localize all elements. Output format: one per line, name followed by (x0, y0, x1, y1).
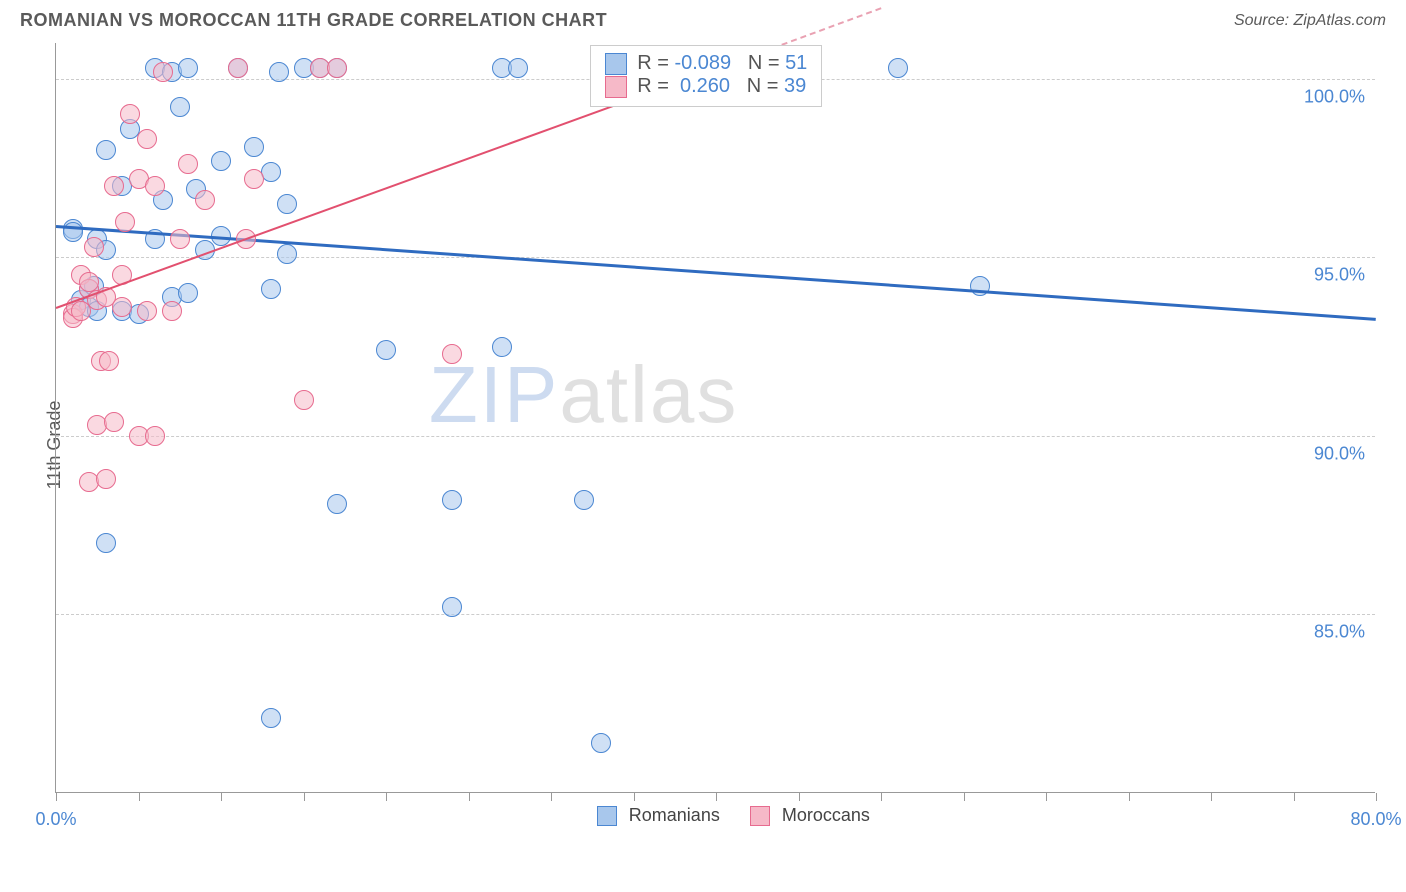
x-tick (304, 793, 305, 801)
scatter-point (153, 62, 173, 82)
chart-title: ROMANIAN VS MOROCCAN 11TH GRADE CORRELAT… (20, 10, 607, 31)
stats-legend: R = -0.089 N = 51R = 0.260 N = 39 (590, 45, 822, 107)
scatter-point (261, 708, 281, 728)
x-tick (964, 793, 965, 801)
scatter-point (442, 344, 462, 364)
scatter-point (508, 58, 528, 78)
legend-swatch (605, 53, 627, 75)
scatter-point (104, 176, 124, 196)
watermark: ZIPatlas (429, 349, 738, 441)
x-tick (221, 793, 222, 801)
x-tick (881, 793, 882, 801)
gridline (56, 436, 1375, 437)
x-tick (386, 793, 387, 801)
y-tick-label: 100.0% (1304, 86, 1365, 107)
scatter-point (327, 494, 347, 514)
scatter-point (888, 58, 908, 78)
y-tick-label: 90.0% (1314, 443, 1365, 464)
x-tick-label: 0.0% (35, 809, 76, 830)
scatter-point (376, 340, 396, 360)
scatter-point (96, 140, 116, 160)
scatter-point (244, 169, 264, 189)
x-tick (1294, 793, 1295, 801)
scatter-point (145, 176, 165, 196)
scatter-point (277, 244, 297, 264)
scatter-point (145, 426, 165, 446)
scatter-point (137, 129, 157, 149)
scatter-point (244, 137, 264, 157)
x-tick (1376, 793, 1377, 801)
x-tick (716, 793, 717, 801)
scatter-point (442, 490, 462, 510)
legend-text: R = 0.260 N = 39 (637, 75, 806, 98)
legend-text: R = -0.089 N = 51 (637, 52, 807, 75)
stats-legend-row: R = 0.260 N = 39 (605, 75, 807, 98)
legend-swatch (605, 76, 627, 98)
x-tick (1046, 793, 1047, 801)
scatter-point (112, 297, 132, 317)
series-legend-label: Romanians (629, 805, 720, 826)
legend-swatch (750, 806, 770, 826)
legend-swatch (597, 806, 617, 826)
source-attribution: Source: ZipAtlas.com (1234, 12, 1386, 30)
chart-container: 11th Grade 85.0%90.0%95.0%100.0%0.0%80.0… (0, 35, 1406, 855)
scatter-point (104, 412, 124, 432)
scatter-point (269, 62, 289, 82)
scatter-point (261, 279, 281, 299)
stats-legend-row: R = -0.089 N = 51 (605, 52, 807, 75)
scatter-point (96, 469, 116, 489)
scatter-point (195, 190, 215, 210)
scatter-point (492, 337, 512, 357)
plot-area: 85.0%90.0%95.0%100.0%0.0%80.0%ZIPatlasR … (55, 43, 1375, 793)
x-tick-label: 80.0% (1350, 809, 1401, 830)
scatter-point (162, 301, 182, 321)
y-tick-label: 95.0% (1314, 265, 1365, 286)
scatter-point (178, 283, 198, 303)
series-legend-label: Moroccans (782, 805, 870, 826)
scatter-point (115, 212, 135, 232)
x-tick (56, 793, 57, 801)
scatter-point (277, 194, 297, 214)
scatter-point (120, 104, 140, 124)
x-tick (469, 793, 470, 801)
scatter-point (170, 229, 190, 249)
gridline (56, 257, 1375, 258)
y-tick-label: 85.0% (1314, 622, 1365, 643)
series-legend-item: Romanians (597, 805, 720, 826)
x-tick (1211, 793, 1212, 801)
gridline (56, 614, 1375, 615)
x-tick (1129, 793, 1130, 801)
scatter-point (591, 733, 611, 753)
x-tick (634, 793, 635, 801)
scatter-point (99, 351, 119, 371)
series-legend: Romanians Moroccans (597, 805, 870, 826)
scatter-point (574, 490, 594, 510)
scatter-point (327, 58, 347, 78)
scatter-point (294, 390, 314, 410)
scatter-point (84, 237, 104, 257)
x-tick (551, 793, 552, 801)
scatter-point (137, 301, 157, 321)
scatter-point (170, 97, 190, 117)
x-tick (139, 793, 140, 801)
scatter-point (178, 154, 198, 174)
scatter-point (228, 58, 248, 78)
scatter-point (96, 533, 116, 553)
x-tick (799, 793, 800, 801)
scatter-point (442, 597, 462, 617)
scatter-point (211, 151, 231, 171)
scatter-point (178, 58, 198, 78)
series-legend-item: Moroccans (750, 805, 870, 826)
